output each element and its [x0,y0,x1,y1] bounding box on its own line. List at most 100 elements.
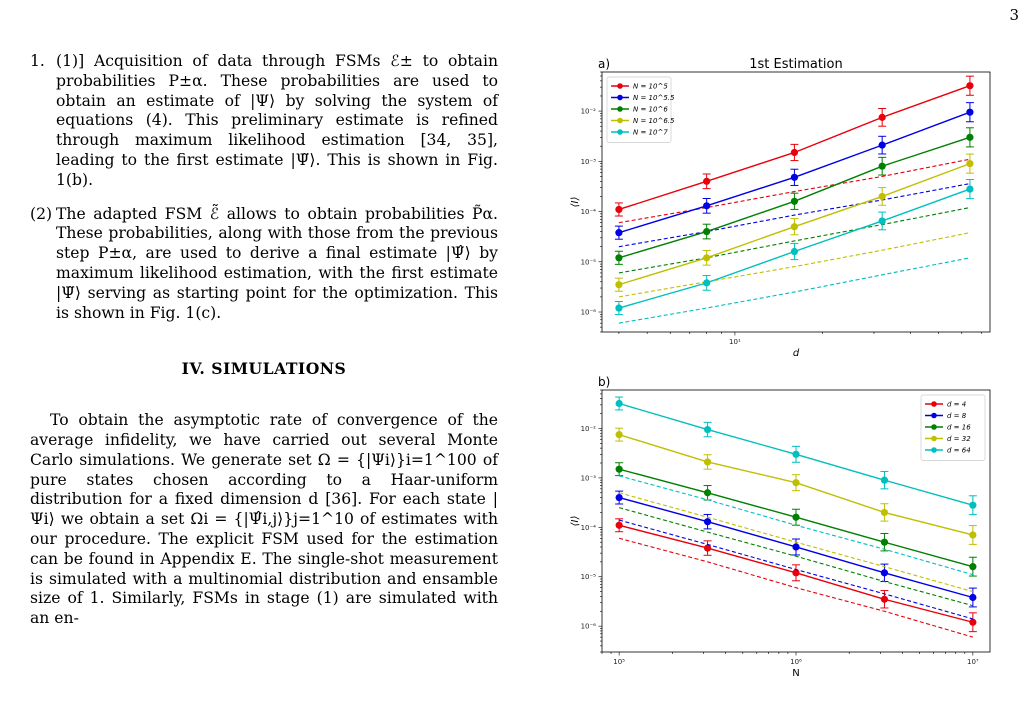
legend-marker [931,424,937,430]
data-point [615,521,623,529]
section-heading: IV. SIMULATIONS [181,359,347,379]
data-point [792,479,800,487]
data-point [880,595,889,603]
series-dashed-line [618,519,974,620]
data-point [703,489,712,497]
data-point [615,493,623,502]
data-point [703,202,711,210]
data-point [703,544,712,552]
figure-svg: 10⁻⁶ 10⁻⁵ 10⁻⁴ 10⁻³ 10⁻² 10¹ d ⟨I⟩ a) 1st Estimat… [570,57,991,679]
x-tick-label: 10¹ [729,338,741,346]
data-point [615,399,623,408]
data-point [703,254,711,262]
data-point [615,254,623,262]
legend-label: d = 8 [947,412,967,420]
list-item-2-text: The adapted FSM ℰ̃ allows to obtain prob… [56,204,498,322]
y-tick-label: 10⁻⁵ [581,573,597,581]
data-point [878,217,886,225]
y-tick-label: 10⁻⁴ [581,524,597,532]
legend-label: N = 10^6 [633,106,668,114]
data-point [792,513,800,521]
data-point [880,508,889,517]
legend-marker [617,94,623,101]
chart-panel-b: 10⁻⁶ 10⁻⁵ 10⁻⁴ 10⁻³ 10⁻² 10⁵ 10⁶ 10⁷ N ⟨I⟩ b) d = 4… [570,375,991,679]
data-point [880,476,889,484]
legend-marker [931,412,937,419]
legend-label: d = 32 [947,435,971,443]
x-tick-label: 10⁷ [967,658,979,666]
x-axis-label: N [792,668,799,679]
data-point [966,160,974,168]
data-point [615,281,623,289]
data-point [703,227,711,236]
data-point [615,431,623,439]
data-point [969,593,977,602]
series-2 [615,462,977,607]
data-point [880,538,889,546]
y-tick-label: 10⁻⁶ [581,623,597,631]
data-point [615,465,623,473]
legend: N = 10^5 N = 10^5.5 N = 10^6 N = 10^6.5 N = … [606,76,675,143]
data-point [966,133,974,141]
data-point [878,141,886,149]
legend-label: N = 10^7 [633,129,668,137]
list-item-2: (2) The adapted FSM ℰ̃ allows to obtain … [30,205,498,324]
data-point [703,177,711,185]
legend-label: d = 64 [947,447,971,455]
series-4 [614,179,974,324]
data-point [703,279,711,287]
legend-marker [617,83,623,89]
y-tick-label: 10⁻⁶ [581,309,597,317]
data-point [790,197,799,205]
series-3 [615,427,977,593]
data-point [615,304,623,312]
legend-label: d = 16 [947,424,971,432]
series-dashed-line [618,158,971,224]
legend-label: d = 4 [947,401,966,409]
y-tick-label: 10⁻⁵ [581,258,597,266]
panel-title: 1st Estimation [749,57,843,72]
panel-label: b) [598,375,610,389]
list-item-1-number: 1. [30,52,45,70]
data-point [703,518,712,526]
panel-label: a) [598,57,610,71]
legend-marker [931,447,937,453]
data-point [792,543,800,551]
legend-marker [931,401,937,407]
data-point [792,450,800,458]
series-3 [614,153,974,298]
y-tick-label: 10⁻² [581,425,597,433]
data-point [880,569,889,577]
series-0 [615,518,977,638]
legend-box [606,76,672,143]
text-column: 1. (1)] Acquisition of data through FSMs… [30,52,498,629]
legend-label: N = 10^5 [633,83,668,91]
legend-marker [617,117,623,124]
data-point [966,108,974,116]
legend-marker [617,129,623,135]
data-point [969,501,977,509]
x-axis-label: d [793,348,800,359]
y-tick-label: 10⁻³ [581,474,597,482]
series-dashed-line [618,232,971,298]
series-2 [614,127,974,274]
data-point [703,458,712,466]
data-point [969,563,977,571]
x-tick-label: 10⁵ [613,658,625,666]
series-1 [614,102,974,248]
x-tick-label: 10⁶ [790,658,802,666]
y-tick-label: 10⁻³ [581,158,597,166]
figure-1: 10⁻⁶ 10⁻⁵ 10⁻⁴ 10⁻³ 10⁻² 10¹ d ⟨I⟩ a) 1st Estimat… [558,54,1014,708]
legend: d = 4 d = 8 d = 16 d = 32 d = 64 [920,394,986,461]
data-point [966,82,974,90]
data-point [790,148,799,157]
series-dashed-line [618,492,974,593]
data-point [790,247,799,256]
list-item-1-text: (1)] Acquisition of data through FSMs ℰ±… [56,52,498,189]
body-paragraph: To obtain the asymptotic rate of converg… [30,411,498,628]
data-point [790,173,799,181]
list-item-1: 1. (1)] Acquisition of data through FSMs… [30,52,498,191]
series-dashed-line [618,475,974,576]
series-4 [615,396,977,576]
y-tick-label: 10⁻⁴ [581,208,597,216]
